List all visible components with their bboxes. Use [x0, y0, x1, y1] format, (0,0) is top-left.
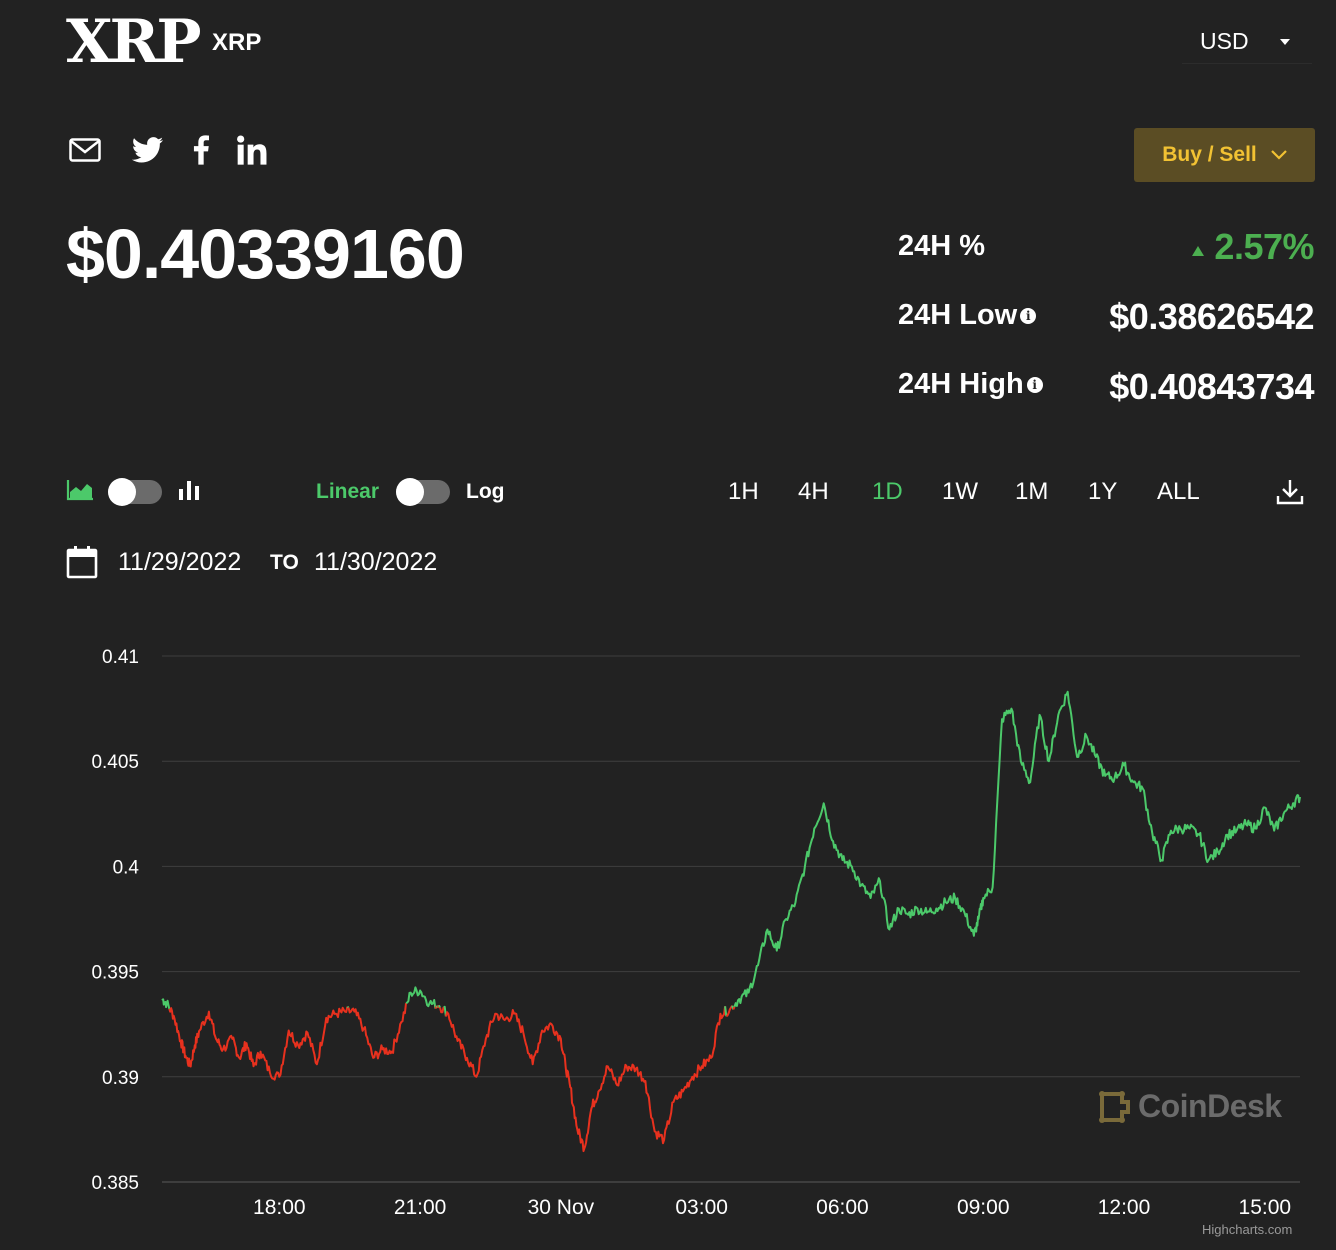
area-chart-icon[interactable]: [66, 478, 94, 507]
asset-name: XRP: [212, 29, 262, 56]
series-segment-up: [438, 1004, 441, 1008]
currency-select[interactable]: USD: [1182, 20, 1312, 64]
series-segment-up: [346, 1005, 350, 1009]
range-1d[interactable]: 1D: [872, 478, 903, 505]
buy-sell-label: Buy / Sell: [1162, 143, 1257, 166]
x-tick-label: 06:00: [816, 1196, 869, 1219]
x-tick-label: 12:00: [1098, 1196, 1151, 1219]
x-tick-label: 18:00: [253, 1196, 306, 1219]
coindesk-logo-icon: [1099, 1090, 1130, 1123]
log-label[interactable]: Log: [466, 480, 505, 503]
highcharts-credit[interactable]: Highcharts.com: [1202, 1222, 1293, 1237]
date-to-label: TO: [270, 551, 299, 574]
linkedin-icon[interactable]: [236, 130, 270, 170]
coindesk-watermark: CoinDesk: [1098, 1088, 1282, 1125]
y-tick-label: 0.39: [102, 1068, 139, 1089]
range-1m[interactable]: 1M: [1015, 478, 1049, 505]
range-all[interactable]: ALL: [1157, 478, 1200, 505]
change-value: 2.57%: [1192, 226, 1314, 268]
calendar-icon[interactable]: [66, 545, 98, 584]
buy-sell-button[interactable]: Buy / Sell: [1134, 128, 1315, 182]
range-1y[interactable]: 1Y: [1088, 478, 1118, 505]
y-tick-label: 0.4: [113, 857, 140, 878]
series-segment-up: [443, 1005, 447, 1017]
date-from[interactable]: 11/29/2022: [118, 548, 242, 576]
y-axis-labels: 0.41 0.405 0.4 0.395 0.39 0.385: [91, 647, 139, 1194]
series-segment-down: [439, 1006, 445, 1014]
x-tick-label: 30 Nov: [528, 1196, 595, 1219]
series-segment-up: [733, 690, 1301, 1008]
current-price: $0.40339160: [66, 215, 465, 293]
date-to[interactable]: 11/30/2022: [314, 548, 438, 576]
twitter-icon[interactable]: [130, 130, 166, 170]
series-segment-down: [444, 1006, 727, 1153]
series-segment-down: [732, 1006, 736, 1010]
linear-label[interactable]: Linear: [316, 480, 380, 503]
chart-type-toggle[interactable]: [108, 478, 162, 506]
facebook-icon[interactable]: [190, 130, 212, 170]
caret-down-icon: [1280, 38, 1290, 45]
download-icon[interactable]: [1276, 478, 1304, 511]
mail-icon[interactable]: [66, 130, 104, 170]
series-segment-up: [161, 998, 171, 1010]
xrp-logo: XRP: [66, 7, 202, 77]
range-1w[interactable]: 1W: [942, 478, 978, 505]
x-axis-labels: 18:00 21:00 30 Nov 03:00 06:00 09:00 12:00 15:0…: [253, 1196, 1291, 1219]
change-label: 24H %: [898, 230, 986, 262]
y-tick-label: 0.405: [91, 752, 139, 773]
chart-grid: [162, 655, 1300, 1183]
toggle-knob: [396, 478, 424, 506]
bar-chart-icon[interactable]: [178, 478, 200, 507]
series-segment-down: [168, 1006, 349, 1081]
range-4h[interactable]: 4H: [798, 478, 829, 505]
price-chart[interactable]: 0.41 0.405 0.4 0.395 0.39 0.385 18:00 21:00 30 …: [0, 630, 1336, 1250]
x-tick-label: 21:00: [394, 1196, 447, 1219]
toggle-knob: [108, 478, 136, 506]
series-segment-down: [347, 1002, 407, 1060]
x-tick-label: 03:00: [675, 1196, 728, 1219]
up-triangle-icon: [1192, 246, 1205, 256]
y-tick-label: 0.395: [91, 963, 139, 984]
low-label: 24H Low i: [898, 299, 1037, 332]
info-icon[interactable]: i: [1026, 376, 1043, 393]
high-label: 24H High i: [898, 368, 1043, 401]
high-value: $0.40843734: [1109, 366, 1314, 407]
x-tick-label: 09:00: [957, 1196, 1010, 1219]
y-tick-label: 0.41: [102, 647, 139, 668]
y-tick-label: 0.385: [91, 1173, 139, 1194]
low-value: $0.38626542: [1109, 296, 1314, 337]
series-segment-up: [724, 1006, 728, 1017]
series-segment-down: [725, 1005, 734, 1018]
series-segment-up: [405, 986, 437, 1009]
scale-toggle[interactable]: [396, 478, 450, 506]
price-series: [161, 690, 1301, 1153]
info-icon[interactable]: i: [1020, 307, 1037, 324]
range-1h[interactable]: 1H: [728, 478, 759, 505]
x-tick-label: 15:00: [1239, 1196, 1292, 1219]
currency-value: USD: [1200, 28, 1249, 54]
chevron-down-icon: [1270, 150, 1287, 160]
